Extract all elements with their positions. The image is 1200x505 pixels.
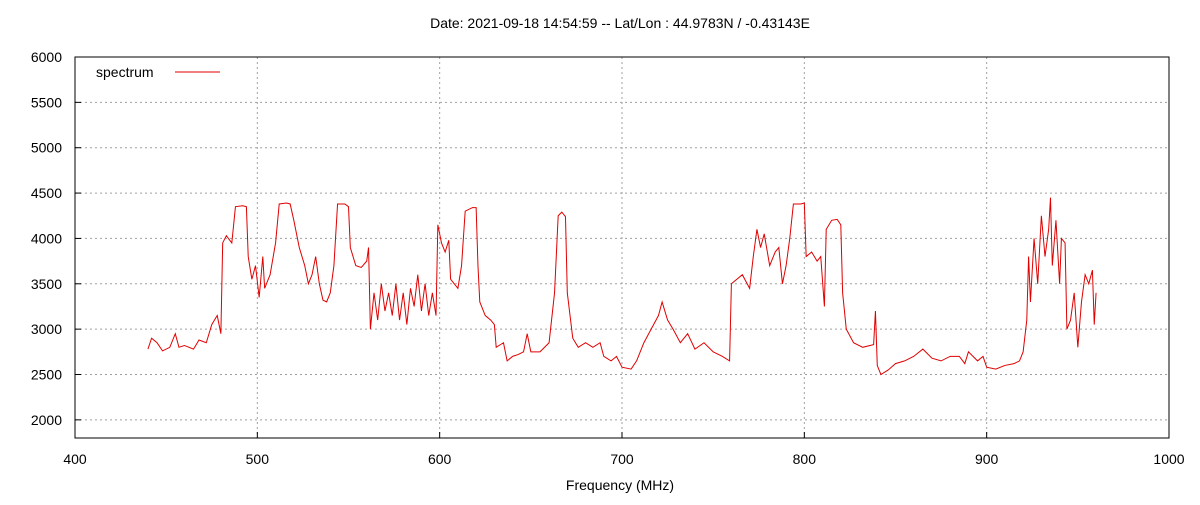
plot-frame	[74, 56, 1170, 439]
x-tick-label: 900	[975, 451, 999, 467]
x-tick-label: 400	[63, 451, 87, 467]
x-tick-label: 700	[610, 451, 634, 467]
y-tick-label: 3000	[31, 321, 62, 337]
x-tick-label: 500	[246, 451, 270, 467]
y-tick-label: 4000	[31, 230, 62, 246]
x-tick-label: 800	[793, 451, 817, 467]
y-tick-label: 3500	[31, 276, 62, 292]
y-tick-label: 2000	[31, 412, 62, 428]
y-tick-label: 5500	[31, 94, 62, 110]
y-tick-label: 4500	[31, 185, 62, 201]
legend-label: spectrum	[96, 64, 154, 80]
y-tick-label: 5000	[31, 140, 62, 156]
x-tick-label: 600	[428, 451, 452, 467]
chart-title: Date: 2021-09-18 14:54:59 -- Lat/Lon : 4…	[430, 15, 810, 31]
y-tick-label: 6000	[31, 49, 62, 65]
y-tick-label: 2500	[31, 367, 62, 383]
x-tick-label: 1000	[1153, 451, 1184, 467]
x-axis-label: Frequency (MHz)	[566, 477, 674, 493]
series-line	[147, 197, 1097, 376]
